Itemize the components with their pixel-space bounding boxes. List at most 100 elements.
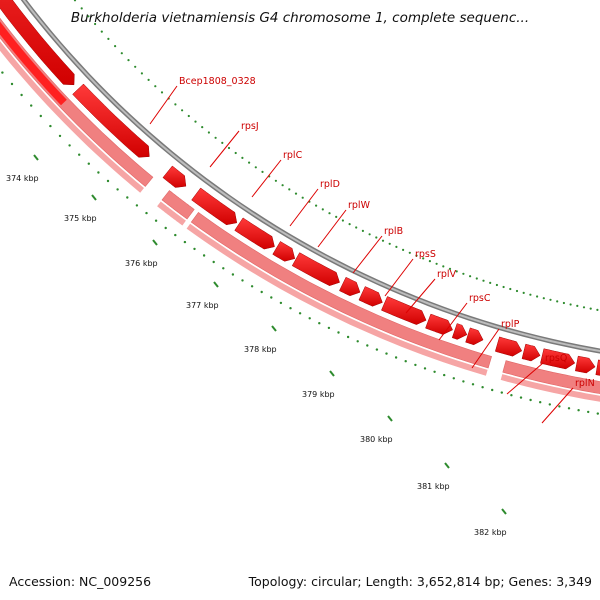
cds-block bbox=[502, 360, 600, 394]
tick-dot bbox=[298, 312, 302, 315]
gene-arrow bbox=[291, 252, 340, 286]
ruler-dot bbox=[261, 170, 264, 173]
ruler-major-tick bbox=[329, 370, 335, 377]
ruler-label: 378 kbp bbox=[244, 345, 277, 354]
gene-label[interactable]: Bcep1808_0328 bbox=[179, 76, 256, 87]
ruler-dot bbox=[395, 245, 398, 248]
gene-label[interactable]: rplV bbox=[437, 269, 457, 280]
ruler-dot bbox=[154, 85, 157, 88]
ruler-dot bbox=[281, 184, 284, 187]
gene-leader-line bbox=[149, 85, 178, 125]
gene-arrow bbox=[272, 241, 296, 262]
tick-dot bbox=[39, 114, 42, 118]
tick-dot bbox=[116, 188, 119, 191]
cds-block bbox=[161, 190, 195, 220]
gene-label[interactable]: rplW bbox=[348, 200, 371, 211]
ruler-dot bbox=[415, 254, 418, 257]
ruler-dot bbox=[241, 156, 244, 159]
backbone-highlight bbox=[22, 0, 600, 353]
tick-dot bbox=[443, 373, 446, 377]
ruler-label: 379 kbp bbox=[302, 390, 335, 399]
cds-block-upper bbox=[157, 201, 186, 226]
ruler-dot bbox=[368, 233, 371, 236]
gene-label[interactable]: rplC bbox=[283, 150, 303, 161]
ruler-major-tick bbox=[387, 415, 393, 422]
gene-label[interactable]: rpsS bbox=[415, 249, 436, 260]
ruler-major-tick bbox=[271, 325, 277, 332]
tick-dot bbox=[587, 410, 590, 414]
tick-dot bbox=[270, 296, 273, 299]
ruler-dot bbox=[388, 242, 391, 245]
tick-dot bbox=[231, 273, 235, 276]
gene-arrow bbox=[191, 187, 238, 226]
gene-label[interactable]: rplB bbox=[384, 226, 403, 237]
gene-leader-line bbox=[289, 188, 319, 227]
ruler-dot bbox=[94, 22, 97, 26]
ruler-dot bbox=[562, 301, 566, 305]
ruler-label: 381 kbp bbox=[417, 482, 450, 491]
ruler-major-tick bbox=[91, 194, 97, 201]
tick-dot bbox=[596, 412, 599, 415]
gene-arrow bbox=[425, 313, 453, 335]
tick-dot bbox=[433, 370, 436, 373]
gene-label[interactable]: rplP bbox=[501, 319, 520, 330]
gene-leader-line bbox=[251, 159, 282, 198]
ruler-dot bbox=[194, 120, 197, 123]
cds-block-upper bbox=[500, 374, 600, 402]
gene-arrow bbox=[540, 348, 576, 370]
tick-dot bbox=[202, 254, 206, 257]
tick-dot bbox=[366, 344, 369, 347]
gene-label[interactable]: rpsJ bbox=[241, 121, 259, 132]
ruler-dot bbox=[341, 219, 344, 222]
ruler-dot bbox=[375, 236, 378, 239]
gene-arrow bbox=[339, 276, 361, 297]
ruler-dot bbox=[576, 304, 579, 307]
tick-dot bbox=[519, 396, 523, 399]
ruler-dot bbox=[489, 281, 492, 284]
gene-leader-line bbox=[384, 258, 414, 297]
ruler-major-tick bbox=[501, 508, 507, 515]
ruler-major-tick bbox=[152, 239, 158, 246]
tick-dot bbox=[375, 348, 379, 351]
ruler-dot bbox=[455, 270, 458, 273]
tick-dot bbox=[462, 380, 465, 383]
gene-label[interactable]: rplN bbox=[575, 378, 595, 389]
tick-dot bbox=[356, 340, 359, 343]
ruler-dot bbox=[87, 15, 90, 18]
ruler-label: 377 kbp bbox=[186, 301, 219, 310]
ruler-dot bbox=[462, 272, 465, 275]
tick-dot bbox=[106, 179, 110, 183]
ruler-dot bbox=[482, 279, 485, 282]
ruler-dot bbox=[160, 91, 164, 94]
tick-dot bbox=[135, 204, 139, 207]
tick-dot bbox=[577, 409, 580, 412]
ruler-label: 375 kbp bbox=[64, 214, 97, 223]
gene-label[interactable]: rplD bbox=[320, 179, 340, 190]
tick-dot bbox=[529, 398, 532, 402]
ruler-dot bbox=[207, 131, 210, 134]
accession-label: Accession: NC_009256 bbox=[9, 574, 152, 589]
ruler-dot bbox=[542, 297, 545, 300]
map-title: Burkholderia vietnamiensis G4 chromosome… bbox=[70, 10, 530, 26]
gene-arrow bbox=[72, 83, 150, 158]
ruler-dot bbox=[274, 179, 277, 182]
gene-label[interactable]: rpsQ bbox=[545, 353, 567, 364]
tick-dot bbox=[289, 307, 292, 310]
ruler-dot bbox=[181, 109, 184, 112]
ruler-major-tick bbox=[33, 154, 39, 161]
tick-dot bbox=[222, 267, 225, 270]
tick-dot bbox=[558, 405, 561, 408]
gene-label[interactable]: rpsC bbox=[469, 293, 491, 304]
ruler-label: 382 kbp bbox=[474, 528, 507, 537]
gene-track bbox=[0, 0, 600, 376]
tick-dot bbox=[30, 104, 33, 107]
ruler-dot bbox=[234, 151, 237, 155]
tick-dot bbox=[385, 352, 388, 355]
ruler-dot bbox=[422, 257, 425, 260]
ruler-label: 374 kbp bbox=[6, 174, 39, 183]
ruler-dot bbox=[301, 196, 304, 199]
ruler-dot bbox=[596, 308, 599, 311]
ruler-dot bbox=[187, 114, 190, 118]
